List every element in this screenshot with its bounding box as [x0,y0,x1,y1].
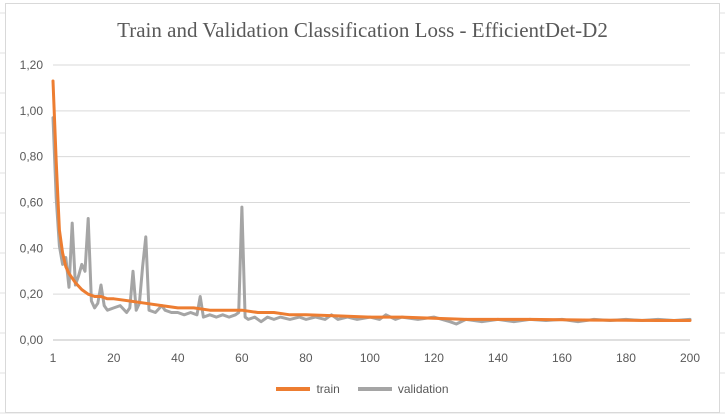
x-tick-label: 40 [171,351,185,365]
legend-label-train: train [316,382,340,396]
legend[interactable]: train validation [0,382,725,396]
x-tick-label: 80 [299,351,313,365]
x-tick-label: 120 [424,351,444,365]
legend-swatch-validation [357,387,392,391]
x-tick-label: 60 [235,351,249,365]
series-line-validation [51,116,692,326]
x-tick-label: 100 [360,351,380,365]
y-tick-label: 0,60 [20,196,44,210]
legend-swatch-train [276,387,311,391]
x-tick-label: 140 [488,351,508,365]
y-tick-label: 0,20 [20,287,44,301]
legend-label-validation: validation [397,382,449,396]
chart-area[interactable] [5,3,720,413]
legend-item-validation[interactable]: validation [357,382,449,396]
y-tick-label: 0,40 [20,241,44,255]
series-line-train [51,79,692,322]
chart-title: Train and Validation Classification Loss… [117,18,608,42]
y-tick-label: 0,80 [20,150,44,164]
y-tick-label: 1,20 [20,58,44,72]
x-tick-label: 1 [50,351,57,365]
x-tick-label: 160 [552,351,572,365]
y-tick-label: 0,00 [20,333,44,347]
x-tick-label: 180 [616,351,636,365]
y-tick-label: 1,00 [20,104,44,118]
x-tick-label: 20 [107,351,121,365]
x-tick-label: 200 [680,351,700,365]
legend-item-train[interactable]: train [276,382,340,396]
